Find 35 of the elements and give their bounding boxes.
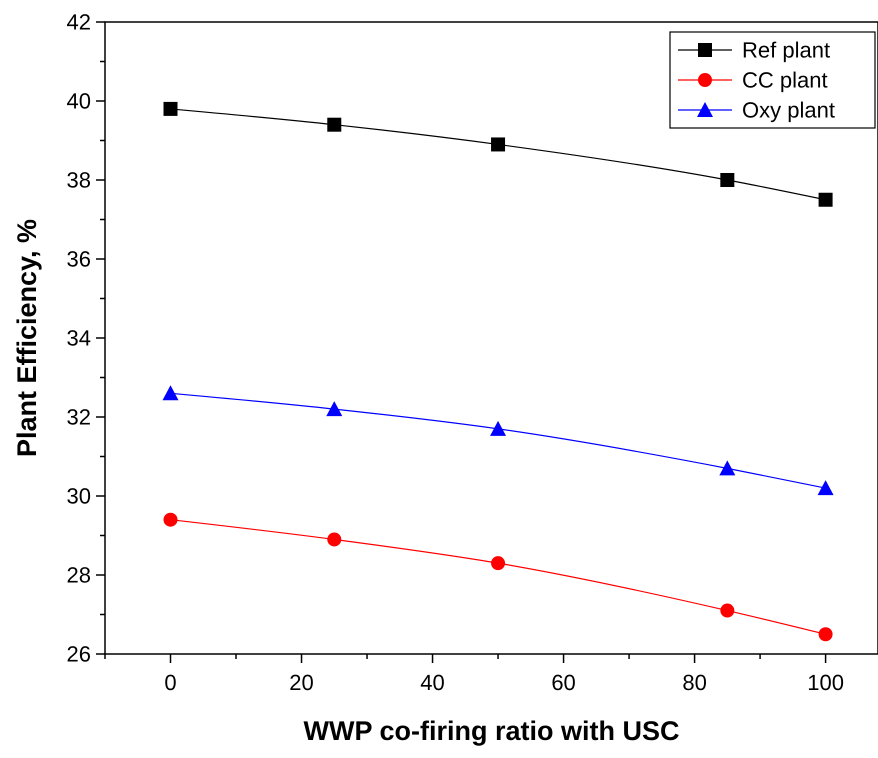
x-tick-label: 80 — [682, 670, 707, 695]
y-axis-title: Plant Efficiency, % — [12, 218, 42, 458]
y-tick-label: 36 — [66, 246, 91, 272]
x-tick-label: 20 — [289, 670, 314, 695]
x-tick-label: 0 — [164, 670, 177, 695]
y-tick-label: 34 — [66, 326, 91, 351]
point — [326, 401, 342, 416]
legend-label: Oxy plant — [742, 98, 835, 123]
y-tick-label: 32 — [66, 404, 91, 430]
y-tick-label: 42 — [66, 10, 91, 35]
y-tick-label: 26 — [66, 642, 91, 667]
x-tick-label: 100 — [807, 670, 844, 695]
point — [164, 512, 178, 527]
point — [327, 118, 342, 132]
point — [327, 532, 342, 546]
point — [818, 192, 833, 207]
y-tick-label: 40 — [66, 88, 91, 114]
y-tick-label: 38 — [66, 168, 91, 193]
point — [719, 460, 736, 476]
point — [491, 137, 506, 152]
point — [162, 385, 179, 400]
point — [164, 102, 178, 116]
point — [818, 627, 833, 642]
x-tick-label: 60 — [551, 670, 576, 695]
legend-label: Ref plant — [742, 38, 830, 63]
y-tick-label: 30 — [66, 484, 91, 509]
point — [491, 556, 506, 570]
point — [818, 480, 834, 496]
legend-label: CC plant — [742, 68, 828, 93]
point — [720, 173, 734, 187]
y-tick-label: 28 — [66, 562, 91, 588]
x-axis-title: WWP co-firing ratio with USC — [304, 716, 680, 746]
point — [490, 420, 506, 436]
x-tick-label: 40 — [420, 670, 445, 695]
point — [720, 604, 734, 618]
